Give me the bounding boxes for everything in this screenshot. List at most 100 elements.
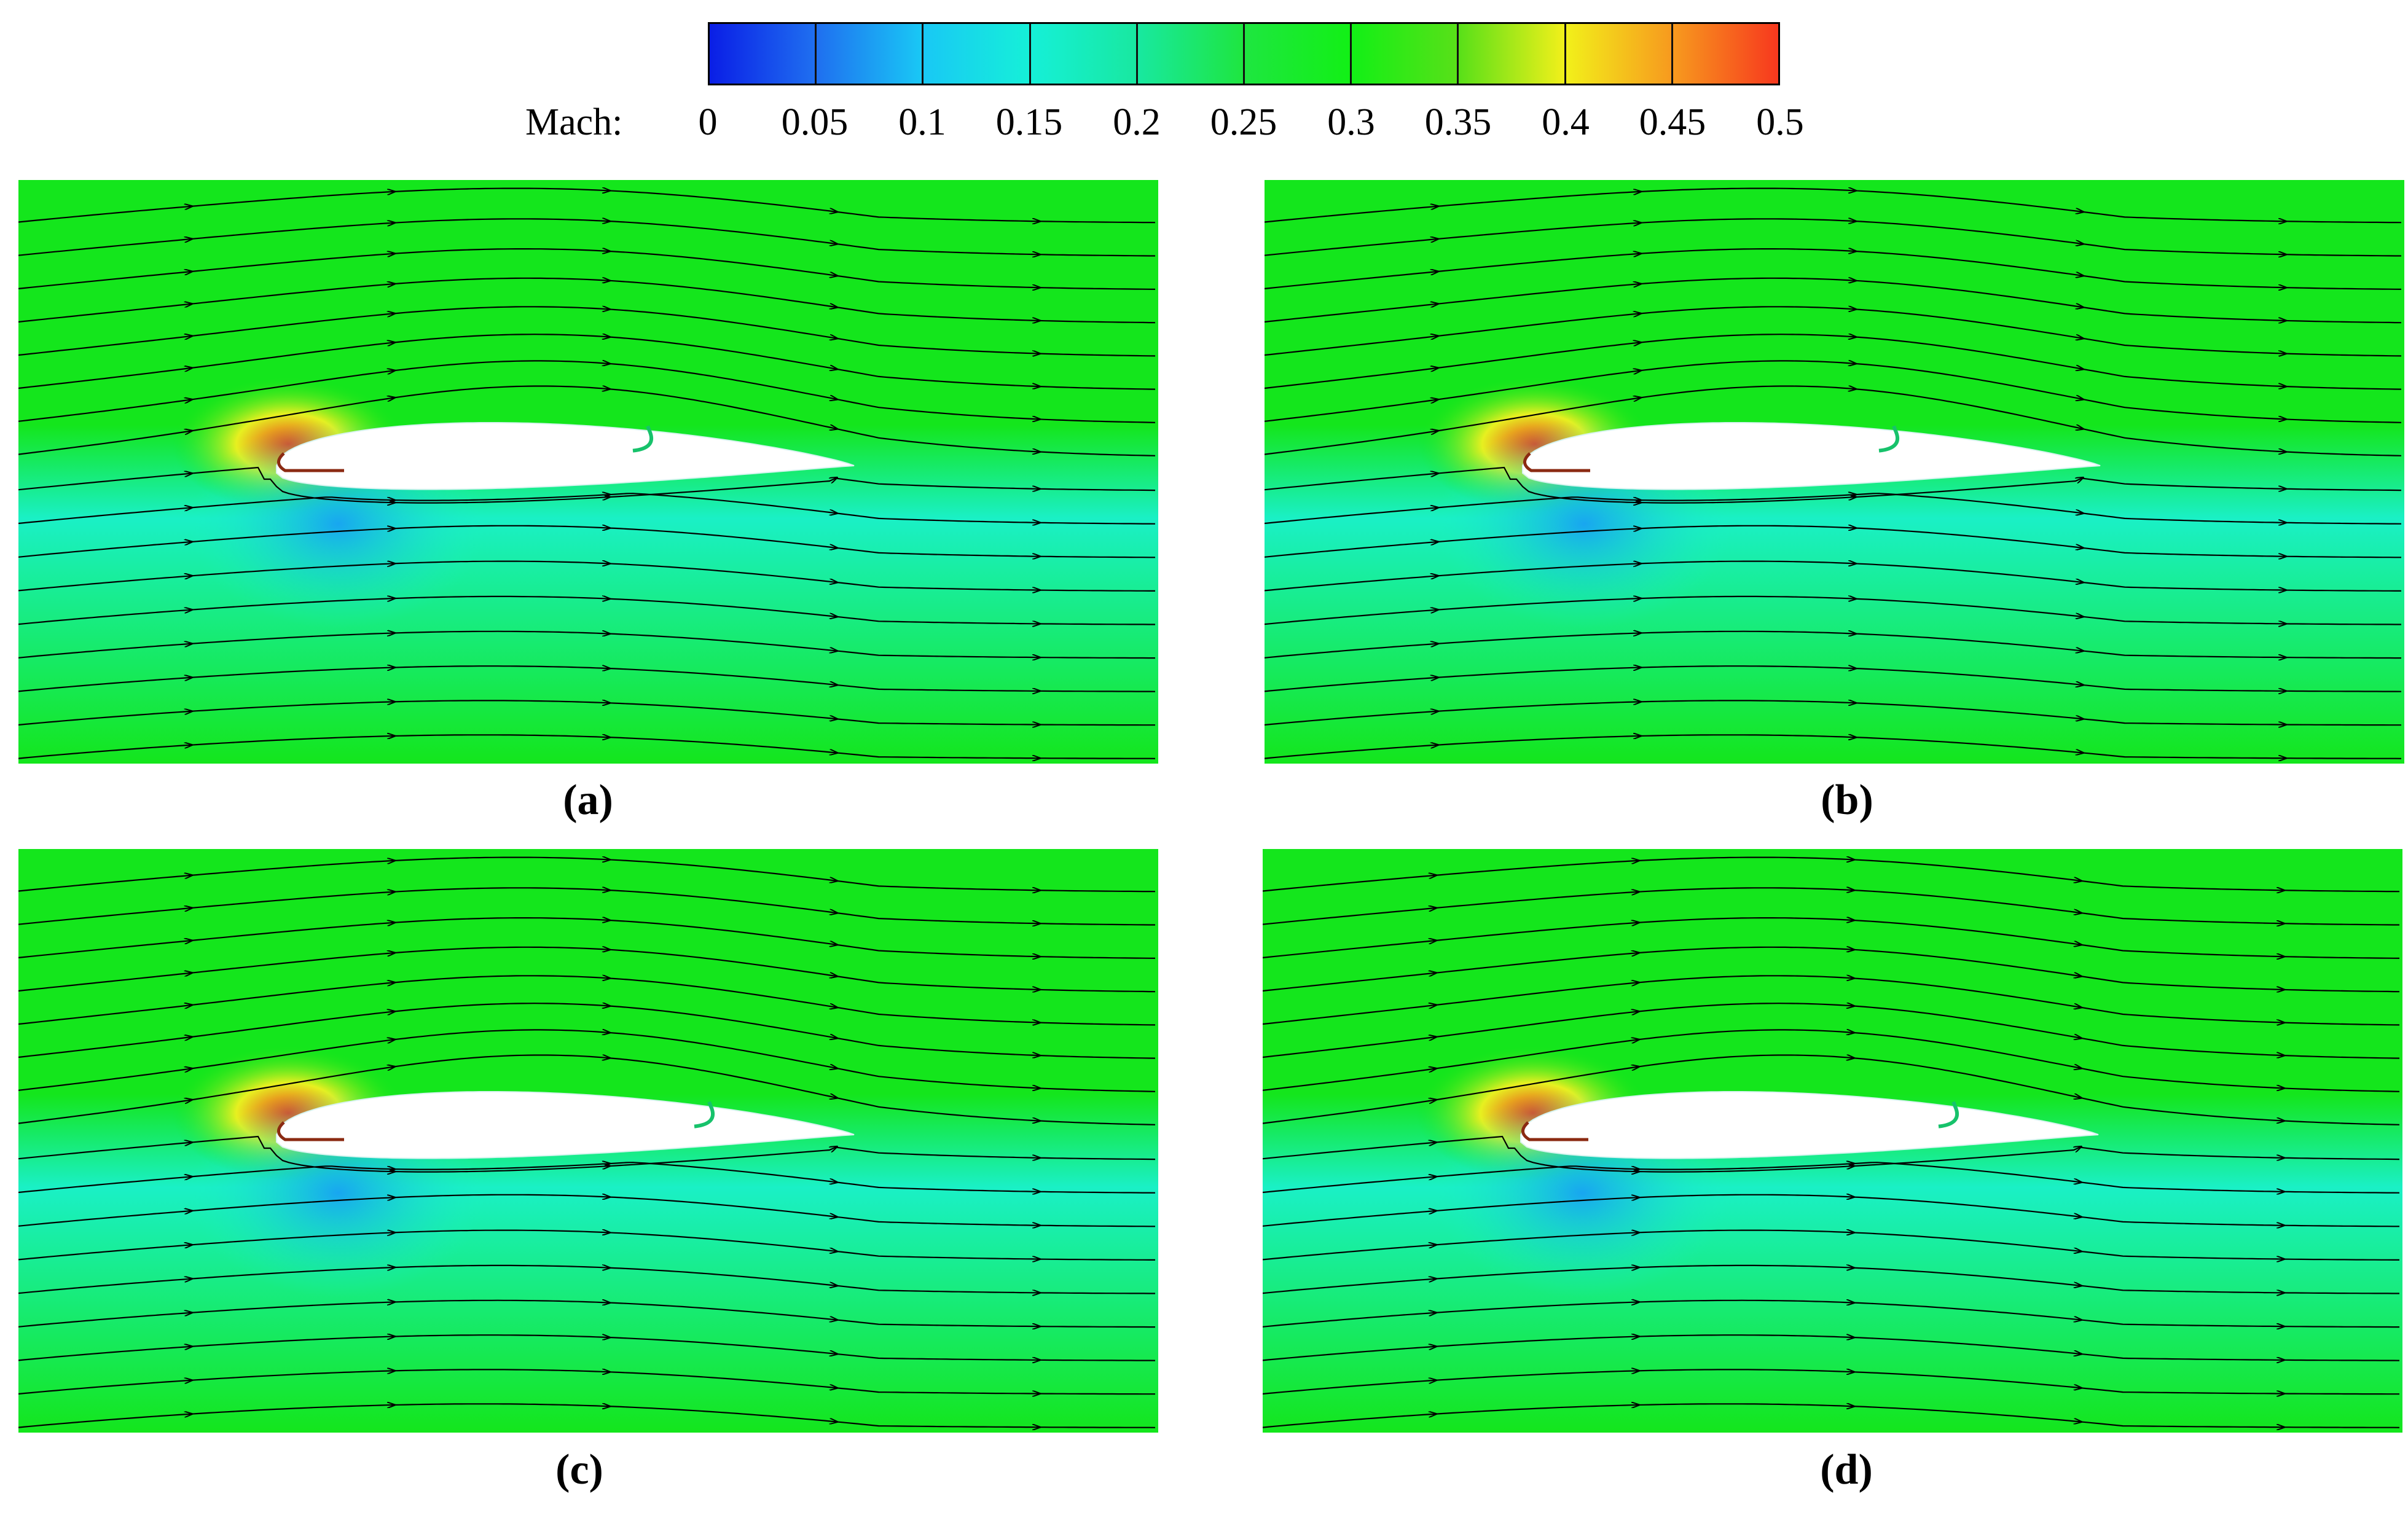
colorbar-segment	[817, 24, 924, 84]
streamline	[1263, 1162, 2400, 1194]
colorbar-segment	[1459, 24, 1566, 84]
colorbar-tick: 0.1	[898, 101, 946, 143]
mach-colorbar	[708, 22, 1780, 90]
streamline	[18, 560, 1155, 592]
airfoil	[276, 422, 855, 490]
airfoil	[1522, 422, 2101, 490]
streamline	[18, 595, 1155, 625]
streamline	[1265, 734, 2402, 759]
panel-caption-a: (a)	[563, 777, 613, 824]
streamline	[1263, 1135, 2400, 1173]
colorbar-tick: 0.45	[1639, 101, 1706, 143]
mach-contour-panel-c	[18, 849, 1158, 1433]
streamline	[1263, 1403, 2400, 1428]
flow-field	[1263, 849, 2402, 1433]
streamline	[1265, 218, 2401, 257]
colorbar-tick: 0.4	[1542, 101, 1590, 143]
streamline	[18, 734, 1156, 759]
colorbar-segment	[1352, 24, 1459, 84]
colorbar-segment	[1566, 24, 1673, 84]
streamline	[18, 1334, 1156, 1361]
colorbar-tick: 0	[698, 101, 718, 143]
trailing-flap-hook	[1938, 1101, 1959, 1129]
colorbar-tick: 0.5	[1756, 101, 1804, 143]
flow-field	[18, 849, 1158, 1433]
colorbar-tick: 0.35	[1424, 101, 1492, 143]
streamline	[18, 917, 1156, 959]
streamline	[1263, 887, 2399, 926]
leading-edge-slat	[277, 1121, 344, 1141]
streamline	[18, 277, 1156, 324]
streamline	[18, 1229, 1155, 1261]
leading-edge-slat	[1521, 1121, 1588, 1141]
streamline	[1263, 1229, 2399, 1261]
streamline	[1265, 466, 2402, 504]
streamline	[18, 1299, 1155, 1328]
streamline	[18, 1369, 1155, 1395]
streamline	[1263, 1029, 2400, 1092]
streamline	[18, 1162, 1156, 1194]
streamline	[1265, 248, 2402, 290]
streamline	[18, 1029, 1156, 1092]
colorbar-tick: 0.05	[781, 101, 849, 143]
colorbar-gradient	[708, 22, 1780, 85]
streamline	[1265, 700, 2401, 726]
streamline	[1265, 385, 2402, 456]
mach-contour-panel-a	[18, 180, 1158, 764]
streamline	[1263, 856, 2400, 893]
streamline	[1263, 946, 2400, 993]
colorbar-segment	[1245, 24, 1352, 84]
streamline	[1265, 595, 2401, 625]
streamline	[18, 1403, 1156, 1428]
streamline	[18, 360, 1156, 423]
streamline	[18, 887, 1155, 926]
streamline	[18, 466, 1156, 504]
streamline	[18, 1264, 1155, 1294]
colorbar-tick: 0.3	[1327, 101, 1375, 143]
streamline	[1265, 525, 2401, 558]
trailing-flap-hook	[1878, 425, 1899, 453]
streamline	[18, 187, 1156, 224]
colorbar-segment	[924, 24, 1031, 84]
streamline	[1263, 1299, 2399, 1328]
streamline	[18, 1003, 1156, 1059]
streamline	[18, 1054, 1156, 1125]
streamline	[1263, 1194, 2399, 1227]
flow-field	[1265, 180, 2404, 764]
streamline	[1263, 975, 2400, 1026]
panel-caption-d: (d)	[1820, 1446, 1873, 1493]
streamline	[1265, 493, 2402, 525]
streamline	[1263, 1334, 2400, 1361]
streamline	[18, 630, 1155, 659]
flow-field	[18, 180, 1158, 764]
streamline	[1265, 630, 2401, 659]
streamline	[1265, 277, 2402, 324]
mach-contour-panel-b	[1265, 180, 2404, 764]
streamline	[18, 856, 1156, 893]
streamline	[1263, 917, 2400, 959]
streamline	[1265, 306, 2402, 357]
streamline	[18, 385, 1156, 456]
streamline	[18, 1194, 1155, 1227]
colorbar-segment	[710, 24, 817, 84]
streamline	[1263, 1054, 2400, 1125]
leading-edge-slat	[1523, 452, 1590, 472]
streamline	[18, 248, 1156, 290]
streamline	[18, 525, 1155, 558]
colorbar-segment	[1673, 24, 1779, 84]
streamline	[1263, 1003, 2400, 1059]
streamline	[1263, 1264, 2399, 1294]
leading-edge-slat	[277, 452, 344, 472]
trailing-flap-hook	[694, 1101, 715, 1129]
colorbar-tick: 0.2	[1113, 101, 1161, 143]
colorbar-segment	[1137, 24, 1245, 84]
streamline	[1265, 560, 2401, 592]
colorbar-tick: 0.15	[995, 101, 1063, 143]
streamline	[18, 493, 1156, 525]
streamline	[18, 700, 1155, 726]
panel-caption-c: (c)	[555, 1446, 603, 1493]
streamline	[18, 306, 1156, 357]
mach-contour-panel-d	[1263, 849, 2402, 1433]
streamline	[18, 665, 1156, 692]
streamline	[1265, 665, 2402, 692]
